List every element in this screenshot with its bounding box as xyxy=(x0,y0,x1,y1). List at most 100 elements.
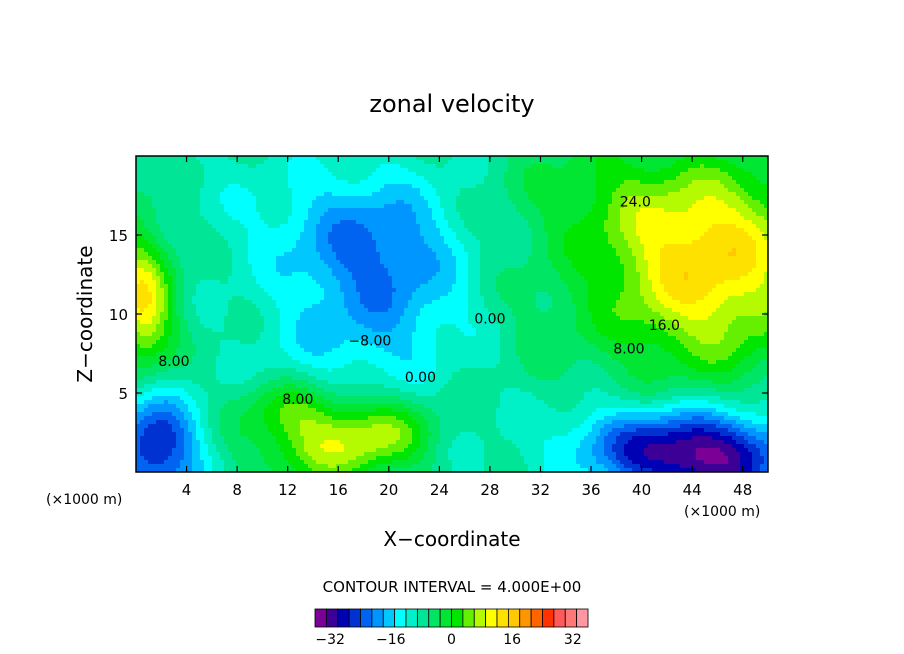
contour-cell xyxy=(500,236,505,241)
contour-cell xyxy=(512,272,517,277)
contour-cell xyxy=(136,280,141,285)
contour-cell xyxy=(168,188,173,193)
contour-cell xyxy=(716,216,721,221)
contour-cell xyxy=(380,160,385,165)
contour-cell xyxy=(616,256,621,261)
contour-cell xyxy=(616,188,621,193)
contour-cell xyxy=(548,260,553,265)
contour-cell xyxy=(460,260,465,265)
contour-cell xyxy=(292,216,297,221)
contour-cell xyxy=(480,268,485,273)
contour-cell xyxy=(556,216,561,221)
contour-cell xyxy=(744,204,749,209)
contour-cell xyxy=(676,244,681,249)
contour-cell xyxy=(584,160,589,165)
contour-cell xyxy=(288,164,293,169)
contour-cell xyxy=(748,204,753,209)
contour-cell xyxy=(440,256,445,261)
contour-cell xyxy=(672,256,677,261)
contour-cell xyxy=(412,156,417,161)
contour-cell xyxy=(452,272,457,277)
contour-cell xyxy=(448,156,453,161)
contour-cell xyxy=(488,244,493,249)
contour-cell xyxy=(640,252,645,257)
contour-cell xyxy=(236,180,241,185)
contour-cell xyxy=(152,164,157,169)
contour-cell xyxy=(580,168,585,173)
contour-cell xyxy=(672,220,677,225)
contour-cell xyxy=(232,212,237,217)
contour-cell xyxy=(400,164,405,169)
contour-cell xyxy=(436,272,441,277)
contour-cell xyxy=(188,228,193,233)
contour-cell xyxy=(440,252,445,257)
contour-cell xyxy=(396,248,401,253)
contour-cell xyxy=(304,176,309,181)
contour-cell xyxy=(172,252,177,257)
contour-cell xyxy=(580,204,585,209)
contour-cell xyxy=(448,248,453,253)
contour-cell xyxy=(404,280,409,285)
contour-cell xyxy=(484,188,489,193)
contour-cell xyxy=(228,188,233,193)
contour-cell xyxy=(380,224,385,229)
contour-cell xyxy=(380,280,385,285)
contour-cell xyxy=(252,180,257,185)
contour-cell xyxy=(204,236,209,241)
contour-cell xyxy=(188,172,193,177)
contour-cell xyxy=(448,252,453,257)
contour-cell xyxy=(220,196,225,201)
contour-cell xyxy=(676,236,681,241)
contour-cell xyxy=(220,264,225,269)
contour-cell xyxy=(452,172,457,177)
contour-cell xyxy=(352,216,357,221)
contour-cell xyxy=(156,216,161,221)
contour-cell xyxy=(656,260,661,265)
contour-cell xyxy=(184,208,189,213)
contour-cell xyxy=(332,264,337,269)
contour-cell xyxy=(376,180,381,185)
contour-cell xyxy=(280,176,285,181)
contour-cell xyxy=(384,236,389,241)
contour-cell xyxy=(392,156,397,161)
contour-cell xyxy=(168,164,173,169)
contour-cell xyxy=(596,180,601,185)
contour-cell xyxy=(184,160,189,165)
contour-cell xyxy=(304,272,309,277)
contour-cell xyxy=(148,268,153,273)
contour-cell xyxy=(472,228,477,233)
contour-cell xyxy=(248,244,253,249)
contour-cell xyxy=(224,236,229,241)
contour-cell xyxy=(460,180,465,185)
contour-cell xyxy=(376,168,381,173)
contour-cell xyxy=(224,208,229,213)
contour-cell xyxy=(508,252,513,257)
contour-cell xyxy=(620,244,625,249)
contour-cell xyxy=(156,192,161,197)
contour-cell xyxy=(336,240,341,245)
contour-cell xyxy=(696,248,701,253)
contour-cell xyxy=(540,180,545,185)
contour-cell xyxy=(388,216,393,221)
contour-cell xyxy=(724,232,729,237)
contour-cell xyxy=(144,224,149,229)
contour-cell xyxy=(484,156,489,161)
contour-cell xyxy=(752,208,757,213)
contour-cell xyxy=(260,276,265,281)
contour-cell xyxy=(764,268,768,273)
contour-cell xyxy=(384,240,389,245)
contour-cell xyxy=(440,224,445,229)
contour-cell xyxy=(680,204,685,209)
contour-cell xyxy=(212,220,217,225)
contour-cell xyxy=(200,188,205,193)
contour-cell xyxy=(728,172,733,177)
contour-cell xyxy=(344,200,349,205)
contour-cell xyxy=(368,184,373,189)
contour-cell xyxy=(752,252,757,257)
contour-cell xyxy=(540,256,545,261)
contour-cell xyxy=(472,252,477,257)
contour-cell xyxy=(384,200,389,205)
contour-cell xyxy=(676,204,681,209)
contour-cell xyxy=(200,268,205,273)
contour-cell xyxy=(340,240,345,245)
